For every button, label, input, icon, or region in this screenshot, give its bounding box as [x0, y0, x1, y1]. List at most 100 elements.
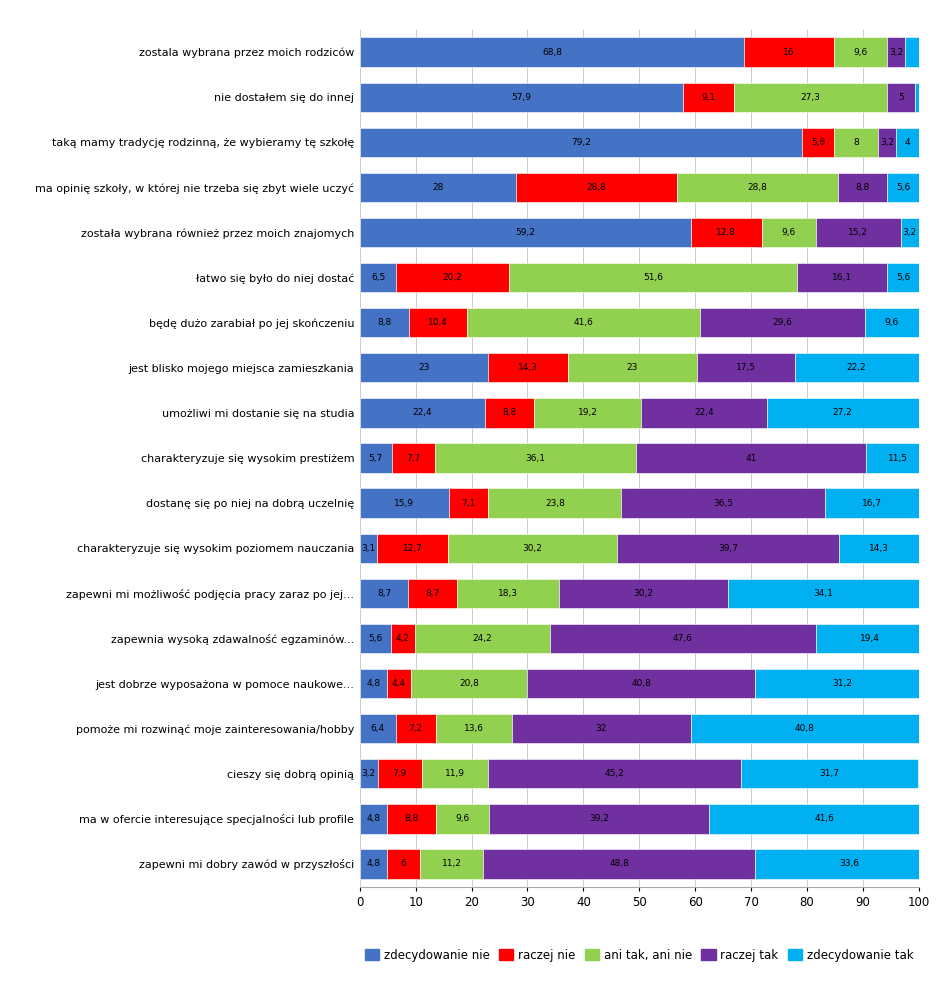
Text: 57,9: 57,9 — [511, 93, 531, 101]
Bar — [887, 172, 919, 202]
Bar — [489, 489, 621, 518]
Bar — [409, 308, 467, 338]
Bar — [815, 218, 901, 247]
Bar — [756, 669, 930, 698]
Bar — [641, 398, 767, 427]
Bar — [436, 804, 490, 833]
Bar — [797, 263, 887, 293]
Bar — [741, 759, 918, 788]
Text: 3,2: 3,2 — [889, 47, 903, 56]
Text: 8,8: 8,8 — [503, 409, 517, 418]
Text: 8,7: 8,7 — [425, 589, 440, 598]
Bar — [509, 263, 797, 293]
Text: 14,3: 14,3 — [868, 544, 888, 553]
Text: 33,6: 33,6 — [839, 860, 859, 869]
Bar — [839, 534, 919, 562]
Text: 23,8: 23,8 — [545, 498, 564, 507]
Bar — [360, 714, 396, 744]
Text: 4,2: 4,2 — [396, 634, 410, 643]
Text: 27,2: 27,2 — [832, 409, 852, 418]
Bar — [887, 37, 905, 67]
Bar — [756, 849, 943, 879]
Bar — [744, 37, 833, 67]
Bar — [511, 714, 690, 744]
Text: 9,6: 9,6 — [884, 318, 899, 327]
Text: 17,5: 17,5 — [736, 363, 756, 372]
Text: 36,5: 36,5 — [713, 498, 733, 507]
Bar — [421, 759, 489, 788]
Bar — [386, 669, 411, 698]
Text: 6: 6 — [401, 860, 406, 869]
Text: 6,4: 6,4 — [370, 724, 384, 733]
Bar — [391, 624, 415, 653]
Text: 11,2: 11,2 — [441, 860, 461, 869]
Bar — [489, 759, 741, 788]
Text: 51,6: 51,6 — [643, 273, 663, 282]
Text: 22,4: 22,4 — [694, 409, 714, 418]
Bar — [905, 37, 919, 67]
Bar — [377, 534, 448, 562]
Text: 12,8: 12,8 — [717, 228, 737, 237]
Bar — [550, 624, 815, 653]
Bar — [560, 578, 728, 608]
Text: 7,9: 7,9 — [393, 769, 407, 778]
Text: 40,8: 40,8 — [795, 724, 814, 733]
Bar — [360, 83, 684, 112]
Text: 5,7: 5,7 — [368, 453, 383, 463]
Bar — [568, 354, 697, 382]
Text: 36,1: 36,1 — [526, 453, 545, 463]
Text: 31,2: 31,2 — [832, 679, 852, 689]
Bar — [392, 443, 435, 473]
Bar — [616, 534, 839, 562]
Text: 28,8: 28,8 — [587, 183, 607, 192]
Bar — [728, 578, 919, 608]
Text: 16: 16 — [783, 47, 795, 56]
Text: 47,6: 47,6 — [673, 634, 693, 643]
Bar — [516, 172, 677, 202]
Bar — [360, 534, 377, 562]
Text: 7,2: 7,2 — [409, 724, 422, 733]
Bar — [795, 354, 919, 382]
Text: 24,2: 24,2 — [473, 634, 492, 643]
Text: 4,8: 4,8 — [366, 860, 381, 869]
Text: 5,6: 5,6 — [896, 273, 910, 282]
Text: 7,7: 7,7 — [406, 453, 420, 463]
Text: 40,8: 40,8 — [632, 679, 652, 689]
Text: 20,2: 20,2 — [443, 273, 462, 282]
Bar — [636, 443, 866, 473]
Text: 4,4: 4,4 — [392, 679, 406, 689]
Bar — [838, 172, 887, 202]
Text: 28,8: 28,8 — [748, 183, 768, 192]
Bar — [483, 849, 756, 879]
Text: 9,1: 9,1 — [702, 93, 716, 101]
Text: 12,7: 12,7 — [402, 544, 422, 553]
Bar — [449, 489, 489, 518]
Bar — [490, 804, 708, 833]
Text: 39,2: 39,2 — [589, 815, 609, 823]
Bar — [360, 578, 408, 608]
Bar — [467, 308, 700, 338]
Legend: zdecydowanie nie, raczej nie, ani tak, ani nie, raczej tak, zdecydowanie tak: zdecydowanie nie, raczej nie, ani tak, a… — [360, 944, 919, 966]
Text: 41,6: 41,6 — [574, 318, 593, 327]
Bar — [360, 759, 378, 788]
Text: 7,1: 7,1 — [461, 498, 475, 507]
Bar — [360, 489, 449, 518]
Text: 19,4: 19,4 — [860, 634, 880, 643]
Bar — [690, 714, 919, 744]
Text: 4: 4 — [904, 138, 910, 147]
Text: 8,7: 8,7 — [377, 589, 391, 598]
Bar — [411, 669, 527, 698]
Text: 15,2: 15,2 — [849, 228, 868, 237]
Bar — [360, 172, 516, 202]
Bar — [833, 128, 879, 157]
Bar — [396, 263, 509, 293]
Text: 59,2: 59,2 — [515, 228, 535, 237]
Bar — [360, 804, 386, 833]
Bar — [436, 714, 511, 744]
Text: 8,8: 8,8 — [404, 815, 419, 823]
Bar — [360, 624, 391, 653]
Bar — [901, 218, 919, 247]
Text: 8,8: 8,8 — [377, 318, 391, 327]
Bar — [396, 714, 436, 744]
Text: 4,8: 4,8 — [366, 815, 381, 823]
